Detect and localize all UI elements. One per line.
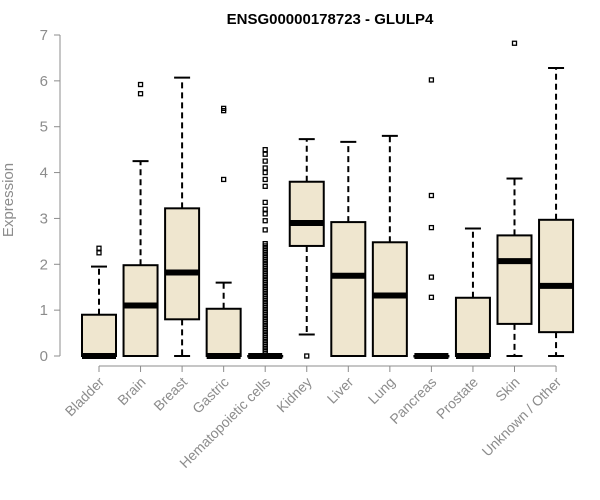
outlier-point: [428, 77, 435, 83]
y-tick-label: 4: [40, 165, 48, 182]
outlier-point: [262, 206, 268, 212]
box-iqr: [122, 264, 159, 357]
x-tick-label: Bladder: [62, 374, 108, 420]
box-breast: [164, 76, 201, 357]
box-kidney: [288, 138, 325, 359]
x-tick-label: Skin: [492, 374, 523, 405]
x-tick-label: Liver: [324, 374, 357, 407]
outlier-point: [137, 81, 144, 88]
box-iqr: [330, 221, 367, 357]
box-iqr: [288, 180, 325, 247]
outlier-point: [262, 165, 268, 171]
box-brain: [122, 81, 159, 357]
boxes-group: [81, 40, 575, 359]
outlier-point: [262, 176, 268, 183]
outlier-point: [220, 176, 227, 183]
outlier-point: [262, 211, 268, 217]
box-skin: [496, 40, 533, 357]
box-iqr: [81, 313, 117, 358]
outlier-point: [262, 227, 268, 233]
y-axis-label: Expression: [0, 163, 17, 237]
outlier-point: [428, 224, 435, 231]
outlier-point: [220, 105, 227, 112]
outlier-point: [262, 218, 268, 224]
box-unknown-other: [538, 67, 575, 357]
box-lung: [371, 134, 408, 358]
chart-title: ENSG00000178723 - GLULP4: [227, 11, 434, 28]
y-tick-label: 3: [40, 210, 48, 227]
y-tick-label: 0: [40, 348, 48, 365]
outlier-point: [428, 274, 435, 280]
box-prostate: [454, 227, 491, 359]
y-tick-label: 6: [40, 73, 48, 90]
x-tick-label: Prostate: [433, 374, 481, 422]
outlier-point: [428, 294, 435, 300]
box-iqr: [538, 218, 575, 334]
box-pancreas: [413, 77, 450, 359]
outlier-point: [96, 245, 102, 251]
box-bladder: [81, 245, 117, 359]
outlier-point: [262, 151, 268, 157]
outlier-point: [428, 192, 435, 199]
y-tick-label: 2: [40, 256, 48, 273]
outlier-point: [304, 353, 310, 359]
box-liver: [330, 140, 367, 357]
y-tick-label: 5: [40, 119, 48, 136]
outlier-point: [511, 40, 518, 46]
outlier-point: [262, 158, 268, 164]
box-iqr: [164, 207, 201, 321]
x-tick-label: Lung: [365, 374, 398, 407]
outlier-point: [262, 169, 268, 176]
x-tick-label: Breast: [150, 374, 190, 414]
box-iqr: [371, 241, 408, 358]
y-tick-label: 1: [40, 302, 48, 319]
box-gastric: [205, 105, 242, 359]
outlier-point: [262, 240, 268, 247]
outlier-point: [96, 250, 102, 256]
box-hematopoietic-cells: [247, 146, 284, 359]
box-iqr: [205, 307, 242, 358]
y-axis: 0 1 2 3 4 5 6 7: [40, 27, 61, 365]
box-iqr: [496, 234, 533, 325]
outlier-point: [262, 183, 268, 189]
box-iqr: [454, 296, 491, 357]
outlier-point: [262, 146, 268, 153]
y-tick-label: 7: [40, 27, 48, 44]
x-tick-label: Kidney: [273, 374, 315, 416]
outlier-point: [262, 199, 268, 206]
x-tick-label: Brain: [114, 374, 148, 408]
x-tick-label: Unknown / Other: [479, 374, 565, 460]
outlier-point: [137, 91, 144, 97]
